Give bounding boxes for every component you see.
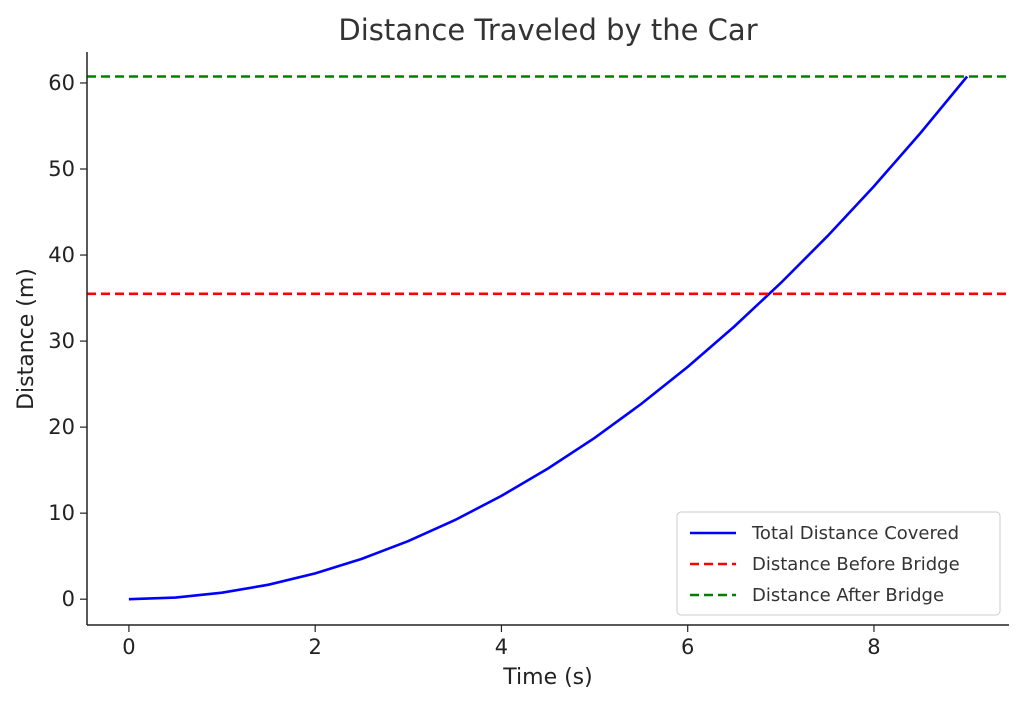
- x-tick-label: 2: [308, 635, 321, 659]
- x-axis-label: Time (s): [502, 665, 592, 690]
- y-tick-label: 40: [48, 243, 75, 267]
- y-axis-label: Distance (m): [14, 268, 39, 410]
- y-tick-label: 50: [48, 157, 75, 181]
- legend-label-1: Total Distance Covered: [751, 523, 959, 544]
- legend-box: [676, 511, 1001, 616]
- plot-area: [87, 75, 1009, 601]
- chart-title: Distance Traveled by the Car: [338, 13, 757, 47]
- x-tick-label: 6: [681, 635, 694, 659]
- x-axis-ticks: 0 2 4 6 8: [122, 625, 881, 659]
- y-tick-label: 10: [48, 501, 75, 525]
- legend-label-2: Distance Before Bridge: [752, 554, 960, 575]
- y-tick-label: 30: [48, 329, 75, 353]
- y-tick-label: 0: [62, 587, 75, 611]
- x-tick-label: 8: [867, 635, 880, 659]
- x-tick-label: 0: [122, 635, 135, 659]
- legend-label-3: Distance After Bridge: [752, 585, 944, 606]
- y-axis-ticks: 0 10 20 30 40 50 60: [48, 71, 87, 611]
- y-tick-label: 20: [48, 415, 75, 439]
- legend: Total Distance Covered Distance Before Br…: [676, 511, 1001, 616]
- y-tick-label: 60: [48, 71, 75, 95]
- series-line-1: [128, 75, 969, 601]
- x-tick-label: 4: [495, 635, 508, 659]
